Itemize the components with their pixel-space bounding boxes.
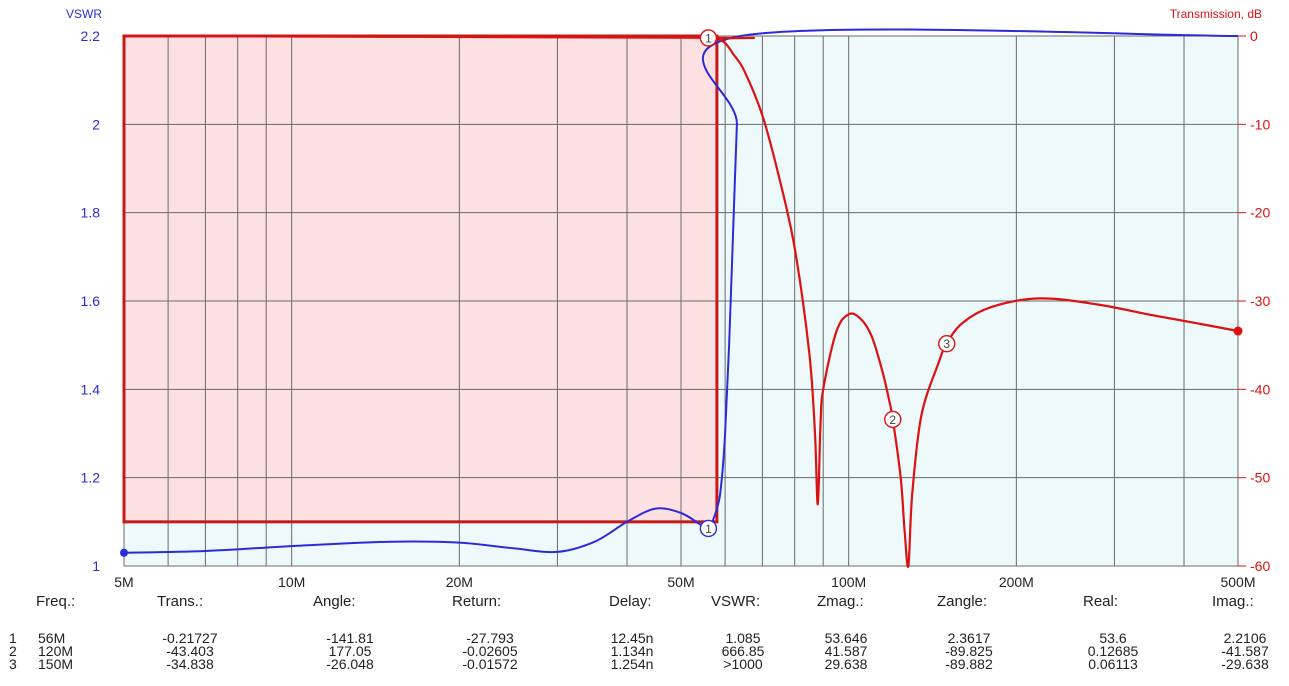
cell-zangle: -89.825 <box>945 643 993 659</box>
cell-vswr: >1000 <box>723 656 763 672</box>
marker-3-trans <box>938 335 956 353</box>
cell-vswr: 666.85 <box>721 643 765 659</box>
cell-real: 0.12685 <box>1087 643 1139 659</box>
cell-real: 0.06113 <box>1088 656 1138 672</box>
header-real: Real: <box>1083 593 1119 610</box>
row-index: 1 <box>9 630 17 646</box>
cell-angle: -141.81 <box>326 630 374 646</box>
x-tick-label: 100M <box>831 574 866 590</box>
cell-zmag: 53.646 <box>824 630 868 646</box>
header-zmag: Zmag.: <box>817 593 864 610</box>
x-tick-label: 5M <box>114 574 133 590</box>
marker-label: 1 <box>705 522 712 536</box>
cell-delay: 1.134n <box>610 643 654 659</box>
x-tick-label: 10M <box>278 574 305 590</box>
right-tick-label: -30 <box>1250 293 1270 309</box>
left-tick-label: 2.2 <box>81 28 101 44</box>
vswr-start-dot <box>120 548 128 557</box>
cell-freq: 150M <box>38 656 74 672</box>
right-axis-title: Transmission, dB <box>1170 7 1262 21</box>
x-tick-label: 500M <box>1220 574 1255 590</box>
cell-imag: -41.587 <box>1221 643 1269 659</box>
x-tick-label: 50M <box>667 574 694 590</box>
cell-zmag: 29.638 <box>824 656 868 672</box>
header-return: Return: <box>452 593 502 610</box>
cell-trans: -0.21727 <box>162 630 218 646</box>
right-tick-label: -60 <box>1250 558 1270 574</box>
left-tick-label: 1.2 <box>81 470 101 486</box>
left-axis-title: VSWR <box>66 7 102 21</box>
cell-imag: -29.638 <box>1221 656 1269 672</box>
row-index: 3 <box>9 656 17 672</box>
cell-zangle: -89.882 <box>945 656 993 672</box>
marker-label: 3 <box>943 337 950 351</box>
marker-label: 2 <box>889 413 896 427</box>
header-trans: Trans.: <box>157 593 204 610</box>
cell-angle: -26.048 <box>326 656 374 672</box>
cell-angle: 177.05 <box>328 643 372 659</box>
x-tick-label: 200M <box>999 574 1034 590</box>
cell-vswr: 1.085 <box>725 630 761 646</box>
cell-zmag: 41.587 <box>824 643 868 659</box>
header-angle: Angle: <box>313 593 356 610</box>
cell-trans: -34.838 <box>166 656 214 672</box>
header-vswr: VSWR: <box>711 593 761 610</box>
marker-1-trans <box>699 29 718 47</box>
transmission-vswr-chart: 1 1 2 3 VSWR Transmission, dB 1 1.2 1.4 1.6 1.8 2 2… <box>66 7 1270 590</box>
right-tick-label: 0 <box>1250 28 1258 44</box>
left-tick-label: 1.4 <box>81 381 101 397</box>
left-tick-label: 1.6 <box>81 293 101 309</box>
transmission-end-dot <box>1233 326 1243 336</box>
cell-real: 53.6 <box>1099 630 1127 646</box>
header-delay: Delay: <box>609 593 652 610</box>
cell-return: -27.793 <box>466 630 514 646</box>
cell-delay: 1.254n <box>610 656 654 672</box>
marker-readout-table: Freq.: Trans.: Angle: Return: Delay: VSWR: Zma… <box>0 590 1289 686</box>
right-tick-label: -20 <box>1250 205 1270 221</box>
cell-zangle: 2.3617 <box>947 630 991 646</box>
passband-region <box>124 36 717 522</box>
cell-freq: 120M <box>38 643 74 659</box>
transmission-curve <box>123 34 1239 568</box>
x-tick-label: 20M <box>446 574 473 590</box>
right-tick-label: -40 <box>1250 381 1270 397</box>
vswr-curve <box>123 28 1239 554</box>
header-zangle: Zangle: <box>937 593 988 610</box>
header-imag: Imag.: <box>1212 593 1254 610</box>
cell-freq: 56M <box>38 630 66 646</box>
cell-imag: 2.2106 <box>1223 630 1267 646</box>
right-tick-label: -50 <box>1250 470 1270 486</box>
cell-return: -0.02605 <box>462 643 518 659</box>
marker-2-trans <box>884 410 902 429</box>
left-tick-label: 2 <box>92 116 100 132</box>
cell-trans: -43.403 <box>166 643 214 659</box>
marker-1-vswr <box>699 519 718 538</box>
header-freq: Freq.: <box>36 593 76 610</box>
row-index: 2 <box>9 643 17 659</box>
right-tick-label: -10 <box>1250 116 1270 132</box>
cell-return: -0.01572 <box>462 656 518 672</box>
cell-delay: 12.45n <box>610 630 654 646</box>
marker-label: 1 <box>705 31 712 45</box>
left-tick-label: 1.8 <box>81 205 101 221</box>
left-tick-label: 1 <box>92 558 100 574</box>
